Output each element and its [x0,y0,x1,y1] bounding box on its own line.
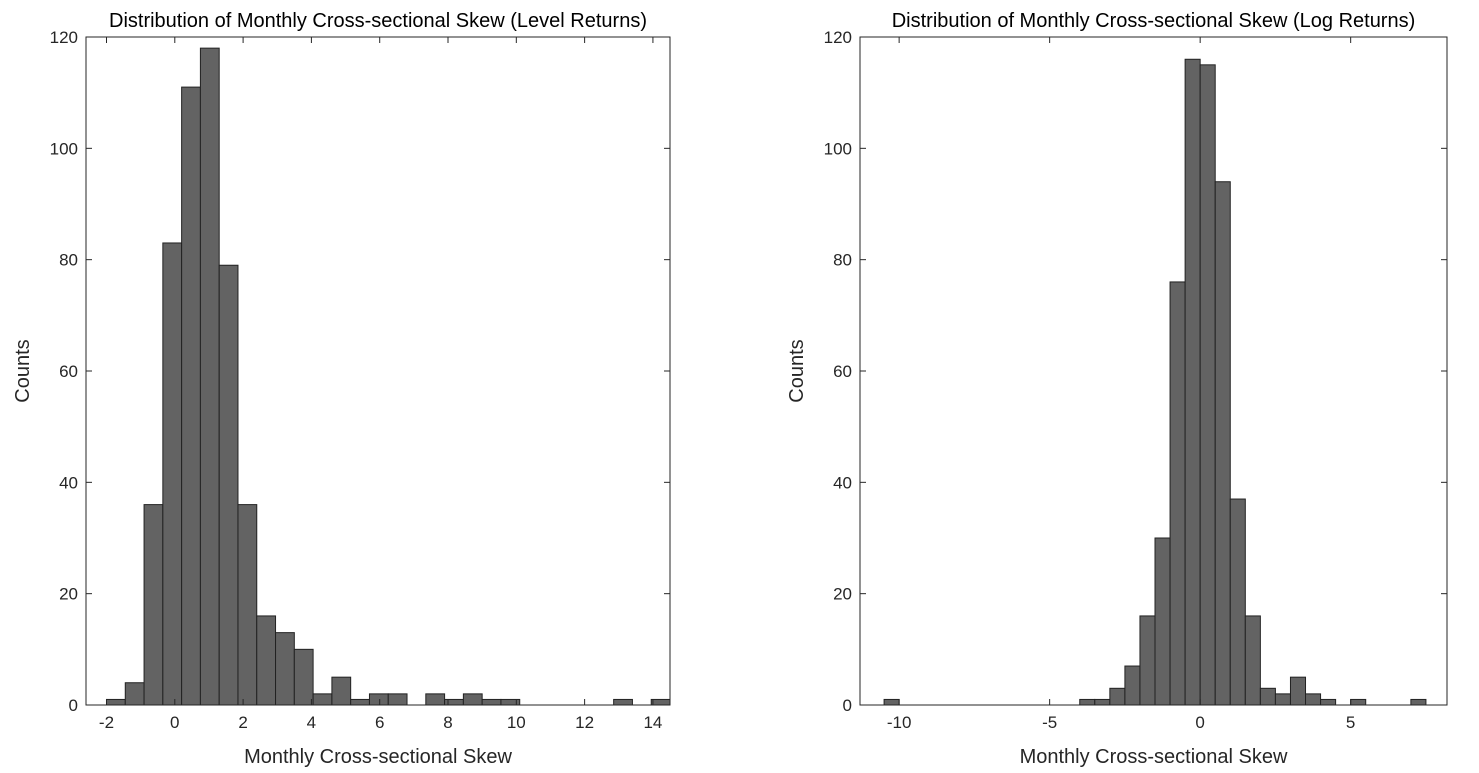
x-tick-label: 5 [1346,713,1355,732]
histogram-bar [218,264,239,706]
x-axis-ticks: -10 -5 0 5 [887,37,1355,732]
y-tick-label: 60 [833,362,852,381]
plot-area-frame [85,36,671,706]
x-tick-label: -2 [99,713,114,732]
x-tick-label: -5 [1042,713,1057,732]
histogram-bar [237,504,258,706]
x-tick-label: 14 [643,713,662,732]
y-tick-label: 20 [833,585,852,604]
histogram-bar [293,648,314,706]
histogram-bar [256,615,277,706]
x-tick-label: 2 [238,713,247,732]
x-tick-label: 0 [170,713,179,732]
chart-title: Distribution of Monthly Cross-sectional … [892,10,1416,32]
histogram-bar [1094,698,1111,706]
y-tick-label: 20 [59,585,78,604]
histogram-bar [613,698,633,706]
x-tick-label: 12 [575,713,594,732]
histogram-bar [1259,687,1276,706]
y-tick-label: 80 [59,251,78,270]
x-tick-label: 6 [375,713,384,732]
histogram-bar [1350,698,1367,706]
x-tick-label: 4 [307,713,316,732]
histogram-bar [350,698,370,706]
histogram-bar [1305,693,1322,706]
x-tick-label: 0 [1195,713,1204,732]
x-tick-label: 8 [443,713,452,732]
histogram-bar [162,242,183,706]
y-tick-label: 100 [50,139,78,158]
y-tick-label: 0 [69,696,78,715]
histogram-bar [275,632,295,706]
histogram-bar [425,693,446,706]
histogram-bar [143,504,164,706]
plot-area-frame [859,36,1448,706]
x-axis-label: Monthly Cross-sectional Skew [244,746,512,768]
histogram-bar [1410,698,1427,706]
histogram-bar [481,698,502,706]
histogram-bar [181,86,201,706]
y-tick-label: 120 [824,28,852,47]
histogram-bar [368,693,389,706]
histogram-bar [1199,64,1216,706]
level-returns-histogram: Distribution of Monthly Cross-sectional … [12,10,671,768]
histogram-bar [1079,698,1096,706]
x-axis-ticks: -2 0 2 4 6 8 10 12 14 [99,37,662,732]
chart-title: Distribution of Monthly Cross-sectional … [109,10,647,32]
histogram-bar [1109,687,1126,706]
x-tick-label: 10 [507,713,526,732]
y-tick-label: 60 [59,362,78,381]
histogram-bar [500,698,521,706]
histogram-bar [462,693,483,706]
x-axis-label: Monthly Cross-sectional Skew [1020,746,1288,768]
histogram-bar [1139,615,1156,706]
histogram-bar [1229,498,1246,706]
histogram-bar [1289,676,1307,706]
histogram-bar [1214,181,1231,706]
y-axis-label: Counts [12,339,34,402]
y-tick-label: 80 [833,251,852,270]
histogram-bar [1184,58,1201,706]
x-tick-label: -10 [887,713,912,732]
histogram-bar [444,698,464,706]
histogram-bar [1169,281,1186,706]
histogram-bar [387,693,408,706]
histogram-bar [199,47,220,706]
log-returns-histogram: Distribution of Monthly Cross-sectional … [786,10,1448,768]
histogram-bar [650,698,671,706]
histogram-bar [1274,693,1291,706]
histogram-bar [105,698,126,706]
y-tick-label: 40 [833,473,852,492]
histogram-bars [105,47,671,706]
histogram-bar [1244,615,1261,706]
histogram-bar [312,693,333,706]
histogram-bar [1320,698,1337,706]
y-axis-label: Counts [786,339,808,402]
histogram-bar [883,698,900,706]
histogram-bars [883,58,1427,706]
y-axis-ticks: 0 20 40 60 80 100 120 [824,28,1447,715]
histogram-bar [124,682,145,706]
histogram-bar [1124,665,1141,706]
y-tick-label: 120 [50,28,78,47]
y-tick-label: 100 [824,139,852,158]
y-axis-ticks: 0 20 40 60 80 100 120 [50,28,670,715]
histogram-bar [1154,537,1171,706]
histogram-bar [331,676,352,706]
y-tick-label: 0 [843,696,852,715]
y-tick-label: 40 [59,473,78,492]
